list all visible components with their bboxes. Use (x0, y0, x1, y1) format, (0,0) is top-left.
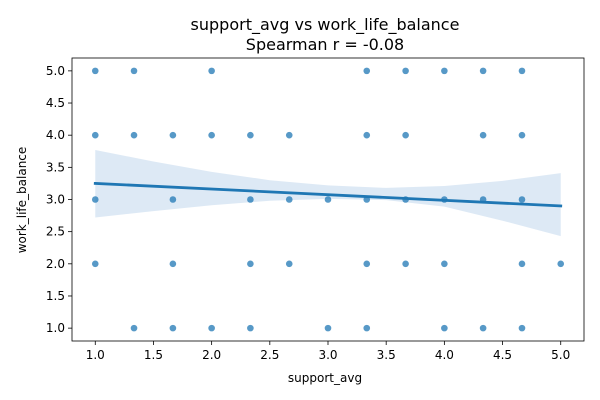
x-axis-ticks: 1.0 1.5 2.0 2.5 3.0 3.5 4.0 4.5 5.0 (86, 341, 570, 362)
data-point (169, 196, 177, 203)
data-point (285, 196, 293, 203)
y-tick-label: 4.5 (46, 96, 65, 110)
data-point (402, 67, 409, 75)
y-tick-label: 2.0 (46, 257, 65, 271)
y-tick-label: 1.0 (46, 321, 65, 335)
x-axis-label: support_avg (288, 371, 362, 385)
chart-title: support_avg vs work_life_balance (191, 15, 460, 35)
y-tick-label: 4.0 (46, 128, 65, 142)
y-tick-label: 3.5 (46, 160, 65, 174)
regression-line (93, 181, 563, 208)
y-tick-label: 1.5 (46, 289, 65, 303)
data-point (208, 131, 215, 139)
data-point (130, 324, 138, 332)
data-point (441, 260, 448, 268)
x-tick-label: 5.0 (551, 348, 570, 362)
y-tick-label: 2.5 (46, 225, 65, 239)
y-axis-ticks: 1.0 1.5 2.0 2.5 3.0 3.5 4.0 4.5 5.0 (46, 64, 72, 335)
data-point (441, 324, 448, 332)
data-point (518, 67, 526, 75)
data-point (169, 260, 177, 268)
data-point (130, 131, 138, 139)
data-point (324, 324, 332, 332)
y-axis-label: work_life_balance (15, 147, 29, 254)
data-point (91, 131, 99, 139)
regression-line-layer (93, 181, 563, 208)
data-point (285, 131, 293, 139)
data-point (130, 67, 138, 75)
x-tick-label: 3.0 (318, 348, 337, 362)
data-point (169, 324, 177, 332)
data-point (402, 131, 409, 139)
y-tick-label: 5.0 (46, 64, 65, 78)
confidence-band-layer (95, 149, 561, 237)
data-point (518, 324, 526, 332)
x-tick-label: 1.0 (86, 348, 105, 362)
data-point (518, 131, 526, 139)
data-point (479, 131, 487, 139)
x-tick-label: 4.0 (435, 348, 454, 362)
chart-subtitle: Spearman r = -0.08 (246, 35, 404, 54)
data-point (402, 260, 409, 268)
data-point (518, 196, 526, 203)
y-tick-label: 3.0 (46, 193, 65, 207)
x-tick-label: 2.5 (260, 348, 279, 362)
data-point (557, 260, 565, 268)
data-point (247, 131, 254, 139)
confidence-band (95, 149, 561, 237)
data-point (324, 196, 332, 203)
x-tick-label: 3.5 (377, 348, 396, 362)
x-tick-label: 1.5 (144, 348, 163, 362)
data-point (285, 260, 293, 268)
data-point (363, 324, 371, 332)
data-point (208, 324, 215, 332)
data-point (441, 67, 448, 75)
data-point (363, 260, 371, 268)
data-point (169, 131, 177, 139)
data-point (247, 260, 254, 268)
data-point (479, 67, 487, 75)
data-point (479, 324, 487, 332)
data-point (247, 196, 254, 203)
data-point (91, 196, 99, 203)
data-point (91, 260, 99, 268)
data-point (363, 131, 371, 139)
x-tick-label: 2.0 (202, 348, 221, 362)
data-point (247, 324, 254, 332)
x-tick-label: 4.5 (493, 348, 512, 362)
data-point (363, 67, 371, 75)
data-point (91, 67, 99, 75)
data-point (208, 67, 215, 75)
data-point (518, 260, 526, 268)
